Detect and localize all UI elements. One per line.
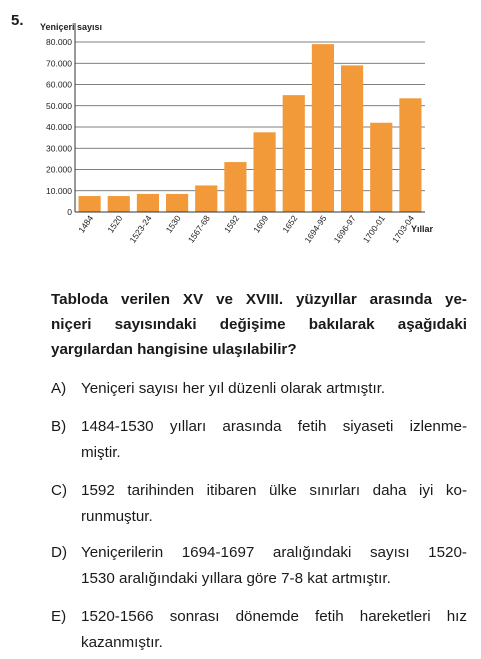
option-text: 1520-1566 sonrası dönemde fetih hareketl… xyxy=(81,608,467,625)
y-tick-label: 50.000 xyxy=(46,101,72,111)
x-tick-label: 1592 xyxy=(222,213,241,234)
question-line: niçeri sayısındaki değişime bakılarak aş… xyxy=(51,316,467,333)
y-tick-label: 70.000 xyxy=(46,58,72,68)
bar-chart: 0 10.000 20.000 30.000 40.000 50.000 60.000 70.… xyxy=(40,22,434,245)
option-letter: C) xyxy=(51,482,68,499)
bar xyxy=(253,132,276,212)
bar xyxy=(107,196,130,212)
chart-bars xyxy=(78,44,422,212)
y-tick-label: 40.000 xyxy=(46,122,72,132)
option-text: miştir. xyxy=(81,444,121,461)
option-text: runmuştur. xyxy=(81,508,153,525)
option-text: kazanmıştır. xyxy=(81,634,163,651)
bar xyxy=(224,162,247,212)
x-tick-label: 1523-24 xyxy=(127,213,153,245)
option-letter: B) xyxy=(51,418,67,435)
option-letter: D) xyxy=(51,544,68,561)
question-stem: Tabloda verilen XV ve XVIII. yüzyıllar a… xyxy=(51,287,467,362)
bar xyxy=(136,193,159,212)
chart-x-ticks: 1484 1520 1523-24 1530 1567-68 1592 1609 1652 16… xyxy=(76,213,416,245)
y-tick-label: 60.000 xyxy=(46,80,72,90)
x-tick-label: 1609 xyxy=(251,213,270,234)
x-tick-label: 1652 xyxy=(280,213,299,234)
option-text: 1592 tarihinden itibaren ülke sınırları … xyxy=(81,482,467,499)
bar xyxy=(166,193,189,212)
x-tick-label: 1567-68 xyxy=(186,213,212,245)
option-text: 1484-1530 yılları arasında fetih siyaset… xyxy=(81,418,467,435)
question-number: 5. xyxy=(11,12,24,29)
question-line: Tabloda verilen XV ve XVIII. yüzyıllar a… xyxy=(51,291,467,308)
option-letter: A) xyxy=(51,380,67,397)
y-axis-label: Yeniçeri sayısı xyxy=(40,22,102,32)
x-tick-label: 1694-95 xyxy=(302,213,328,245)
bar xyxy=(399,98,422,212)
bar xyxy=(282,95,305,212)
bar xyxy=(311,44,334,212)
x-tick-label: 1696-97 xyxy=(332,213,358,245)
option-text: Yeniçerilerin 1694-1697 aralığındaki say… xyxy=(81,544,467,561)
y-tick-label: 0 xyxy=(67,207,72,217)
bar xyxy=(341,65,364,212)
y-tick-label: 10.000 xyxy=(46,186,72,196)
chart-y-ticks: 0 10.000 20.000 30.000 40.000 50.000 60.000 70.… xyxy=(46,37,72,217)
option-text: 1530 aralığındaki yıllara göre 7-8 kat a… xyxy=(81,570,391,587)
bar xyxy=(195,185,218,212)
y-tick-label: 80.000 xyxy=(46,37,72,47)
x-tick-label: 1700-01 xyxy=(361,213,387,245)
question-line: yargılardan hangisine ulaşılabilir? xyxy=(51,341,297,358)
y-tick-label: 30.000 xyxy=(46,143,72,153)
y-tick-label: 20.000 xyxy=(46,165,72,175)
option-text: Yeniçeri sayısı her yıl düzenli olarak a… xyxy=(81,380,386,397)
x-tick-label: 1520 xyxy=(105,213,124,234)
option-letter: E) xyxy=(51,608,67,625)
bar xyxy=(78,196,101,212)
bar xyxy=(370,122,393,212)
x-tick-label: 1484 xyxy=(76,213,95,234)
x-tick-label: 1530 xyxy=(164,213,183,234)
x-axis-label: Yıllar xyxy=(411,224,434,234)
chart-gridlines xyxy=(75,41,425,192)
